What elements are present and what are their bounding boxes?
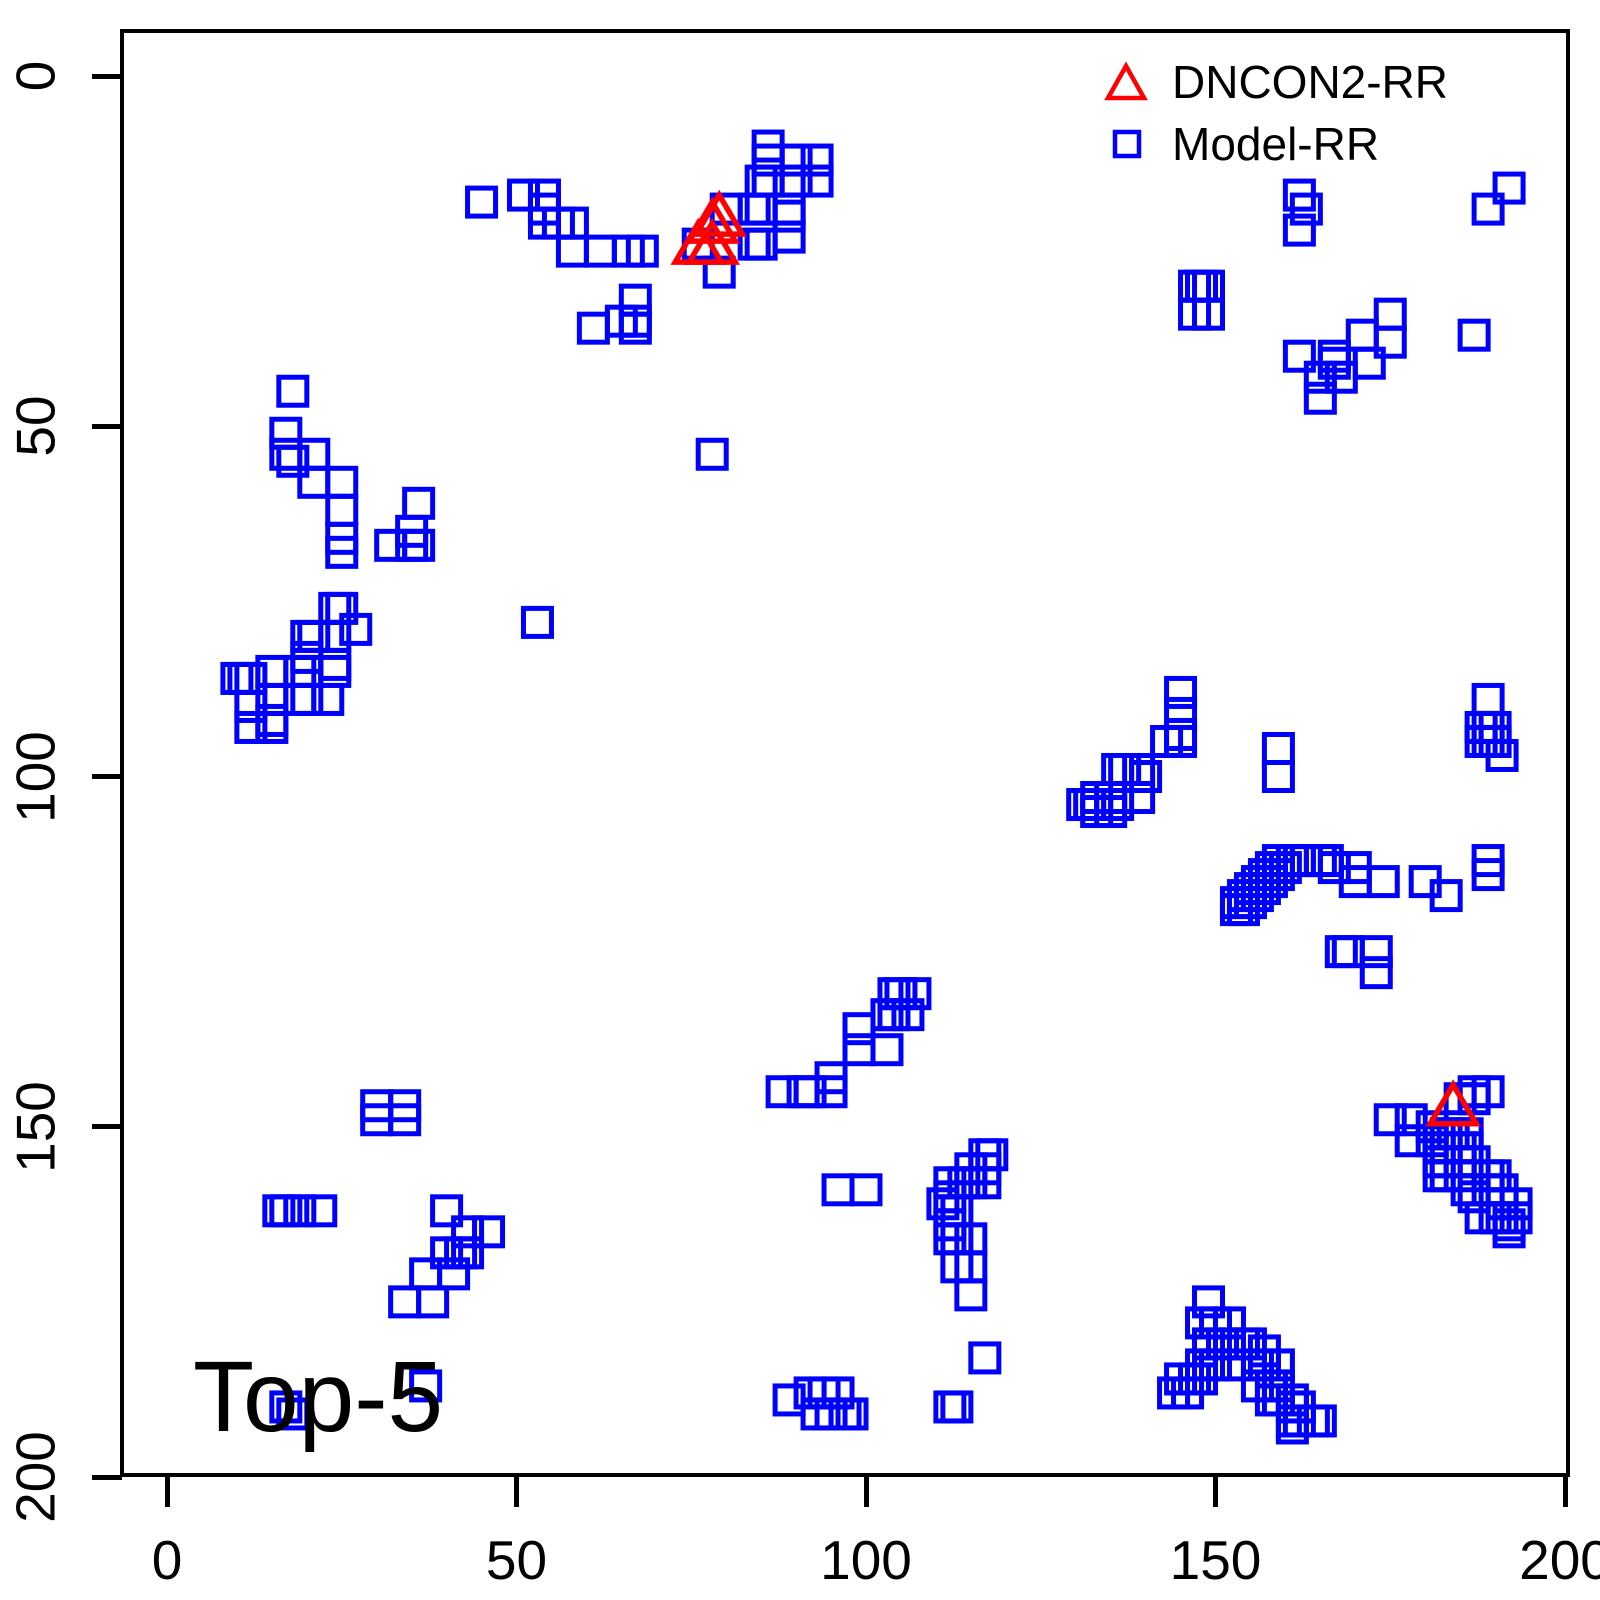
x-tick-mark <box>164 1477 170 1507</box>
square-icon <box>1102 126 1150 162</box>
x-tick-mark <box>1562 1477 1568 1507</box>
legend-item-model-rr: Model-RR <box>1102 118 1448 170</box>
y-tick-label: 150 <box>4 1080 67 1173</box>
x-tick-label: 50 <box>485 1529 548 1591</box>
x-tick-mark <box>863 1477 869 1507</box>
triangle-icon <box>1102 60 1150 104</box>
annotation-top5: Top-5 <box>193 1341 444 1453</box>
x-tick-label: 200 <box>1519 1529 1600 1591</box>
y-tick-mark <box>92 1474 122 1480</box>
legend-label-model-rr: Model-RR <box>1172 118 1380 170</box>
y-tick-label: 50 <box>4 395 67 457</box>
x-tick-mark <box>514 1477 519 1507</box>
legend: DNCON2-RR Model-RR <box>1102 56 1448 170</box>
legend-label-dncon2-rr: DNCON2-RR <box>1172 56 1448 108</box>
x-tick-label: 100 <box>820 1529 912 1591</box>
y-tick-mark <box>92 1124 122 1130</box>
x-tick-label: 150 <box>1169 1529 1262 1591</box>
plot-area <box>120 29 1570 1477</box>
y-tick-mark <box>92 73 122 79</box>
legend-item-dncon2-rr: DNCON2-RR <box>1102 56 1448 108</box>
y-tick-mark <box>92 423 122 429</box>
y-tick-label: 0 <box>4 60 67 92</box>
y-tick-mark <box>92 774 122 779</box>
y-tick-label: 100 <box>4 730 67 823</box>
x-tick-mark <box>1213 1477 1218 1507</box>
y-tick-label: 200 <box>4 1431 67 1523</box>
x-tick-label: 0 <box>151 1529 183 1591</box>
